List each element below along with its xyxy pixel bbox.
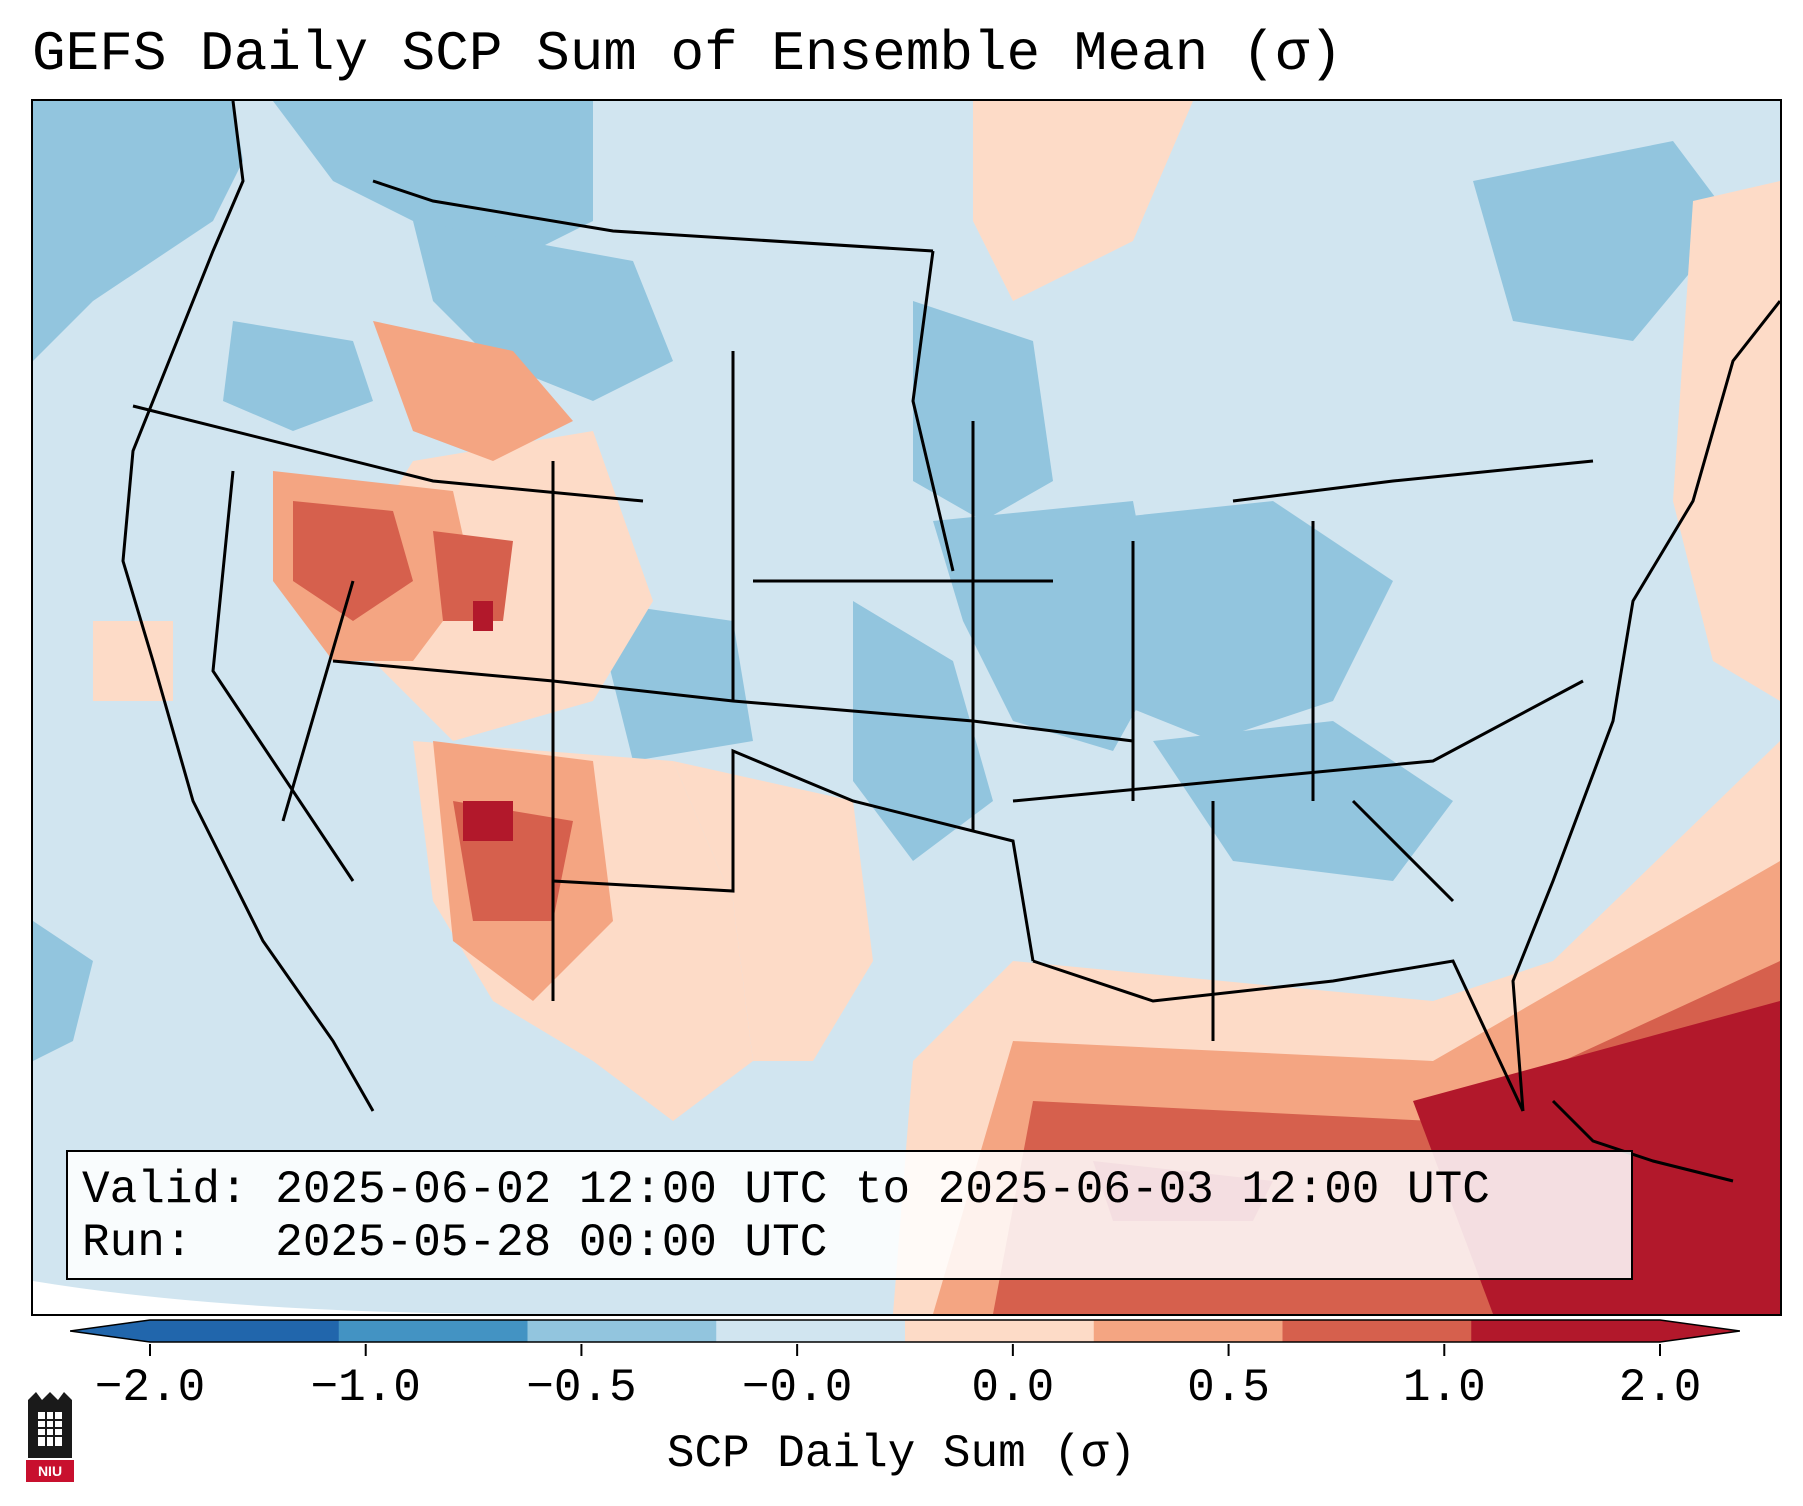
niu-logo: NIU [26,1392,74,1482]
logo-text: NIU [38,1463,62,1479]
kansas-oklahoma-blue [853,601,993,861]
texas-peach [673,761,873,1061]
colorbar-outline [70,1319,1740,1343]
west-coastline [121,101,375,1112]
anomaly-map [33,101,1780,1314]
oregon-idaho-border [132,404,644,503]
ga-sc-border [1351,799,1455,903]
idaho-orange [373,321,573,461]
pacific-nw-blue [33,101,243,361]
ohio-valley-blue [1083,501,1393,741]
colorbar-bin [716,1320,906,1342]
colorbar-tick-label: 2.0 [1618,1362,1702,1414]
tn-nc-border [1012,679,1584,803]
quebec-blue [1473,141,1733,341]
nevada-border [281,580,355,822]
colorbar-bin [527,1320,717,1342]
colorbar-label: SCP Daily Sum (σ) [666,1428,1137,1480]
southeast-blue [1153,721,1453,881]
colorbar-tick-label: −1.0 [310,1362,421,1414]
logo-window-grid [38,1412,62,1446]
colorbar-bins [150,1320,1661,1342]
colorbar-bin [1093,1320,1283,1342]
run-line: Run: 2025-05-28 00:00 UTC [82,1217,828,1269]
colorbar-extend-high [1660,1320,1740,1342]
colorbar-tick-label: 0.5 [1187,1362,1270,1414]
colorbar-bin [338,1320,528,1342]
colorbar-bin [150,1320,340,1342]
great-lakes-border [1232,459,1594,503]
dakota-mn-border [911,250,955,572]
logo-banner [26,1460,74,1482]
colorbar-bin [1282,1320,1472,1342]
oregon-blue [223,321,373,431]
colorbar-extend-low [70,1320,150,1342]
arizona-darkred [463,801,513,841]
gulf-coast [1032,959,1525,1112]
minnesota-blue [913,301,1053,521]
california-nevada-border [211,470,355,882]
map-panel [31,99,1782,1316]
valid-line: Valid: 2025-06-02 12:00 UTC to 2025-06-0… [82,1164,1490,1216]
canada-border [372,179,934,253]
utah-red [433,531,513,621]
california-peach [93,621,173,701]
colorbar [70,1319,1740,1343]
colorbar-tick-label: 0.0 [971,1362,1055,1414]
colorado-blue [593,601,753,761]
colorbar-tick-label: 1.0 [1402,1362,1486,1414]
colorbar-tick-label: −0.5 [526,1362,637,1414]
boundaries [121,101,1780,1183]
colorbar-bin [1471,1320,1661,1342]
canada-west-blue [273,101,593,261]
colorbar-ticks [149,1344,1661,1356]
negative-anomaly-regions [33,101,1733,1061]
east-coast [1511,300,1780,1112]
chart-title: GEFS Daily SCP Sum of Ensemble Mean (σ) [32,22,1343,86]
tx-border [552,748,1035,962]
canada-central-peach [973,101,1193,301]
projection-edge [33,1281,533,1314]
nevada-red [293,501,413,621]
atlantic-ne-peach [1673,181,1780,701]
montana-blue [413,221,673,401]
valid-time-box: Valid: 2025-06-02 12:00 UTC to 2025-06-0… [66,1150,1633,1280]
colorbar-tick-label: −2.0 [94,1362,206,1414]
pacific-sw-blue [33,921,93,1061]
colorbar-tick-label: −0.0 [741,1362,853,1414]
colorbar-bin [905,1320,1095,1342]
utah-darkred [473,601,493,631]
